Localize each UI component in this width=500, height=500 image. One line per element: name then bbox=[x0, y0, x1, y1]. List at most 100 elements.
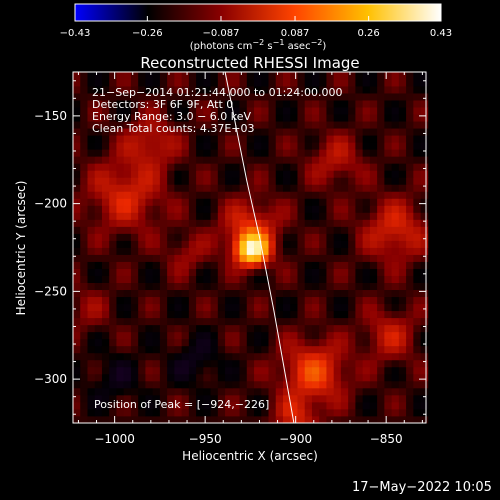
heatmap-cell bbox=[261, 135, 269, 143]
annotation-time-range: 21−Sep−2014 01:21:44.000 to 01:24:00.000 bbox=[92, 86, 342, 99]
heatmap-cell bbox=[282, 240, 291, 248]
heatmap-cell bbox=[188, 401, 197, 410]
heatmap-cell bbox=[348, 415, 356, 424]
heatmap-cell bbox=[217, 366, 226, 375]
heatmap-cell bbox=[101, 121, 110, 129]
heatmap-cell bbox=[159, 142, 168, 150]
heatmap-cell bbox=[94, 79, 103, 87]
heatmap-cell bbox=[268, 366, 277, 375]
heatmap-cell bbox=[340, 415, 349, 424]
heatmap-cell bbox=[145, 163, 154, 171]
heatmap-cell bbox=[246, 149, 255, 157]
heatmap-cell bbox=[232, 261, 240, 269]
heatmap-cell bbox=[348, 177, 356, 185]
heatmap-cell bbox=[384, 240, 392, 248]
heatmap-cell bbox=[174, 226, 183, 234]
plot-timestamp: 17−May−2022 10:05 bbox=[352, 480, 492, 495]
heatmap-cell bbox=[130, 205, 139, 213]
heatmap-cell bbox=[319, 247, 327, 255]
heatmap-cell bbox=[369, 352, 378, 361]
heatmap-cell bbox=[225, 100, 233, 108]
heatmap-cell bbox=[181, 177, 190, 185]
heatmap-cell bbox=[181, 394, 190, 403]
heatmap-cell bbox=[167, 100, 175, 108]
heatmap-cell bbox=[326, 373, 335, 382]
heatmap-cell bbox=[203, 401, 211, 410]
heatmap-cell bbox=[254, 121, 262, 129]
heatmap-cell bbox=[319, 254, 327, 262]
heatmap-cell bbox=[188, 121, 197, 129]
heatmap-cell bbox=[413, 233, 421, 241]
heatmap-cell bbox=[109, 100, 117, 108]
heatmap-cell bbox=[159, 163, 168, 171]
heatmap-cell bbox=[130, 380, 139, 389]
heatmap-cell bbox=[167, 163, 175, 171]
heatmap-cell bbox=[391, 170, 400, 178]
heatmap-cell bbox=[420, 170, 429, 178]
heatmap-cell bbox=[413, 352, 421, 361]
heatmap-cell bbox=[225, 170, 233, 178]
heatmap-cell bbox=[398, 219, 407, 227]
heatmap-cell bbox=[275, 366, 284, 375]
heatmap-cell bbox=[196, 107, 204, 115]
heatmap-cell bbox=[116, 114, 125, 122]
heatmap-cell bbox=[225, 142, 233, 150]
heatmap-cell bbox=[304, 303, 313, 312]
heatmap-cell bbox=[319, 79, 327, 87]
heatmap-cell bbox=[239, 394, 248, 403]
heatmap-cell bbox=[304, 170, 313, 178]
heatmap-cell bbox=[406, 408, 414, 417]
heatmap-cell bbox=[181, 268, 190, 276]
heatmap-cell bbox=[355, 317, 364, 326]
heatmap-cell bbox=[159, 324, 168, 333]
heatmap-cell bbox=[282, 394, 291, 403]
heatmap-cell bbox=[311, 156, 320, 164]
heatmap-cell bbox=[203, 317, 211, 326]
heatmap-cell bbox=[239, 226, 248, 234]
heatmap-cell bbox=[73, 191, 81, 199]
heatmap-cell bbox=[181, 205, 190, 213]
heatmap-cell bbox=[362, 268, 371, 276]
heatmap-cell bbox=[246, 100, 255, 108]
heatmap-cell bbox=[377, 345, 385, 354]
heatmap-cell bbox=[138, 170, 146, 178]
heatmap-cell bbox=[181, 184, 190, 192]
heatmap-cell bbox=[398, 114, 407, 122]
heatmap-cell bbox=[391, 303, 400, 312]
heatmap-cell bbox=[319, 345, 327, 354]
heatmap-cell bbox=[319, 93, 327, 101]
heatmap-cell bbox=[87, 345, 96, 354]
heatmap-cell bbox=[369, 184, 378, 192]
heatmap-cell bbox=[152, 191, 161, 199]
heatmap-cell bbox=[116, 331, 125, 340]
heatmap-cell bbox=[196, 72, 204, 80]
heatmap-cell bbox=[210, 93, 219, 101]
heatmap-cell bbox=[130, 100, 139, 108]
heatmap-cell bbox=[319, 226, 327, 234]
heatmap-cell bbox=[304, 247, 313, 255]
heatmap-cell bbox=[116, 282, 125, 291]
heatmap-cell bbox=[348, 303, 356, 312]
heatmap-cell bbox=[116, 170, 125, 178]
heatmap-cell bbox=[406, 254, 414, 262]
heatmap-cell bbox=[297, 191, 306, 199]
heatmap-cell bbox=[174, 296, 183, 305]
heatmap-cell bbox=[225, 401, 233, 410]
heatmap-cell bbox=[94, 121, 103, 129]
heatmap-cell bbox=[348, 296, 356, 305]
heatmap-cell bbox=[348, 394, 356, 403]
heatmap-cell bbox=[73, 408, 81, 417]
heatmap-cell bbox=[420, 191, 429, 199]
heatmap-cell bbox=[246, 324, 255, 333]
heatmap-cell bbox=[297, 394, 306, 403]
heatmap-cell bbox=[333, 114, 342, 122]
heatmap-cell bbox=[116, 366, 125, 375]
heatmap-cell bbox=[319, 100, 327, 108]
heatmap-cell bbox=[297, 275, 306, 283]
heatmap-cell bbox=[239, 261, 248, 269]
heatmap-cell bbox=[377, 79, 385, 87]
heatmap-cell bbox=[282, 317, 291, 326]
heatmap-cell bbox=[80, 415, 88, 424]
heatmap-cell bbox=[130, 415, 139, 424]
heatmap-cell bbox=[101, 72, 110, 80]
